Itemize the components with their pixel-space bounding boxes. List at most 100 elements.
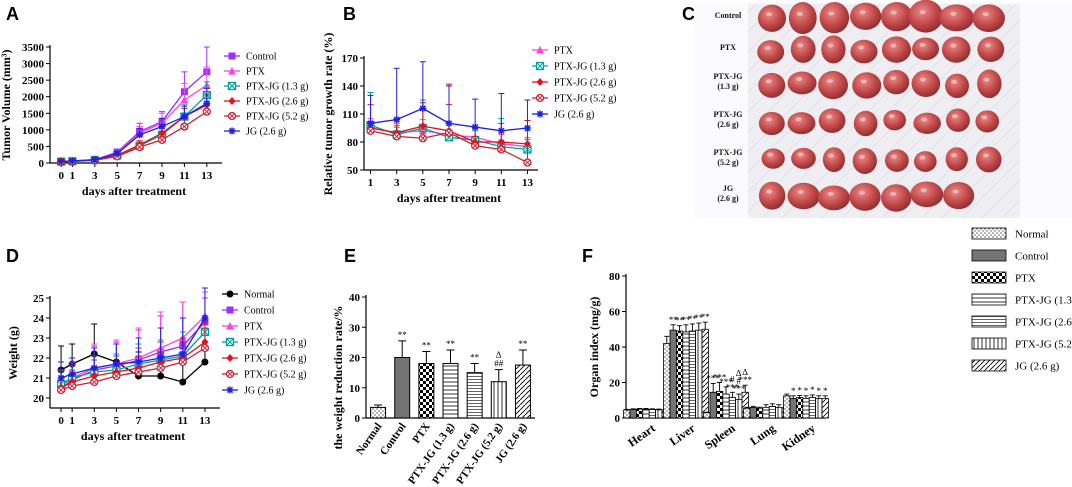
- y-tick-label: 0: [39, 158, 45, 170]
- tumor-highlight: [950, 43, 957, 48]
- tumor-highlight: [890, 154, 897, 159]
- significance-mark: **: [470, 353, 480, 363]
- legend-marker-x: [536, 62, 544, 70]
- bar-kidney-ptx-jg-5-2-g: [815, 398, 823, 419]
- x-axis-title: days after treatment: [397, 191, 501, 205]
- legend-item-ptx-jg-1-3-g: PTX-JG (1.3 g): [971, 293, 1072, 307]
- data-point-x: [69, 383, 75, 389]
- data-point: [57, 157, 65, 165]
- y-tick-label: 0: [355, 413, 361, 425]
- x-tick-label: 7: [137, 170, 143, 182]
- tumor-highlight: [765, 117, 772, 122]
- x-tick-label: 13: [201, 170, 213, 182]
- data-point: [90, 377, 99, 387]
- x-tick-label: 11: [178, 415, 188, 427]
- significance-mark: **: [669, 315, 679, 325]
- bar-spleen-normal: [703, 412, 711, 419]
- tumor-sample: [939, 4, 974, 32]
- bar-lung-normal: [743, 407, 751, 419]
- x-tick-label: 13: [199, 415, 211, 427]
- tumor-highlight: [981, 115, 988, 120]
- legend-item-ptx: PTX: [224, 67, 266, 78]
- data-point: [202, 107, 211, 116]
- bar-kidney-ptx: [796, 397, 804, 419]
- data-point: [135, 358, 143, 366]
- error-bar: [689, 323, 695, 332]
- legend-marker-x: [537, 95, 543, 101]
- error-bar: [624, 408, 630, 411]
- legend-item-ptx: PTX: [532, 46, 574, 57]
- photo-paper: [748, 4, 1020, 218]
- tumor-highlight: [797, 43, 804, 48]
- data-point: [113, 150, 121, 158]
- bar-lung-control: [749, 406, 757, 419]
- tumor-highlight: [764, 45, 771, 50]
- tumor-highlight: [919, 10, 926, 15]
- tumor-sample: [758, 111, 785, 136]
- bar-ptx-jg-1-3-g: [442, 363, 459, 419]
- error-bar: [683, 324, 689, 332]
- x-tick-label: 7: [136, 415, 142, 427]
- data-point: [203, 99, 211, 107]
- tumor-sample: [758, 72, 786, 98]
- data-point: [471, 123, 479, 131]
- bar-kidney-control: [789, 398, 797, 419]
- legend-marker: [226, 386, 234, 394]
- error-bar: [446, 349, 455, 364]
- error-bar: [763, 404, 769, 408]
- tumor-photo: Control PTX PTX-JG (1.3 g) PTX-JG (2.6 g) PTX-…: [694, 0, 1072, 218]
- legend-marker: [536, 110, 544, 118]
- bar-control: [394, 357, 411, 419]
- significance-mark: ***: [706, 373, 720, 383]
- legend-marker: [228, 52, 236, 60]
- series-line-jg-2-6-g: [60, 317, 206, 379]
- x-tick-label: 0: [58, 415, 64, 427]
- tumor-sample: [883, 109, 906, 131]
- tumor-highlight: [797, 152, 804, 157]
- legend-marker: [226, 322, 234, 330]
- legend-item-control: Control: [222, 306, 275, 317]
- data-point-x: [113, 373, 120, 379]
- y-tick-label: 3500: [22, 42, 45, 54]
- y-tick-label: 10: [349, 383, 361, 395]
- tumor-sample: [884, 149, 909, 172]
- bar-jg-2-6-g: [514, 364, 531, 419]
- error-bar: [757, 406, 763, 409]
- tumor-sample: [881, 36, 911, 63]
- tumor-sample: [852, 72, 882, 99]
- tumor-highlight: [860, 79, 867, 84]
- legend-marker: [535, 93, 545, 103]
- legend-label: PTX-JG (2.6 g): [244, 354, 307, 365]
- tumor-sample: [822, 147, 845, 173]
- error-bar: [677, 325, 683, 332]
- legend-marker: [228, 67, 236, 75]
- legend-marker: [227, 81, 237, 91]
- data-point: [523, 124, 531, 132]
- x-tick-label: Spleen: [702, 421, 738, 452]
- legend-marker: [228, 127, 236, 135]
- x-tick-label: 3: [394, 177, 400, 189]
- significance-mark: *: [817, 386, 822, 396]
- data-point: [444, 128, 454, 137]
- significance-mark: ∆ # ***: [732, 368, 746, 394]
- legend-label: JG (2.6 g): [246, 127, 286, 138]
- error-bar: [398, 340, 407, 358]
- error-bar: [790, 395, 796, 399]
- legend-marker: [536, 46, 544, 54]
- tumor-sample: [975, 146, 1002, 173]
- legend-label: JG (2.6 g): [244, 386, 284, 397]
- error-bar: [717, 382, 723, 392]
- significance-mark: **: [446, 339, 456, 349]
- bar-spleen-ptx-jg-1-3-g: [722, 393, 730, 419]
- y-axis-title: Tumor Volume (mm³): [0, 50, 13, 161]
- x-tick-label: 5: [114, 170, 120, 182]
- y-tick-label: 110: [342, 109, 358, 121]
- legend-item-ptx-jg-5-2-g: PTX-JG (5.2 g): [222, 370, 307, 381]
- error-bar: [816, 395, 822, 399]
- significance-mark: **: [688, 314, 698, 324]
- x-tick-label: 3: [92, 170, 98, 182]
- bar-heart-control: [629, 409, 637, 419]
- y-tick-label: 21: [33, 373, 44, 385]
- significance-mark: **: [398, 330, 408, 340]
- significance-mark: *: [823, 386, 828, 396]
